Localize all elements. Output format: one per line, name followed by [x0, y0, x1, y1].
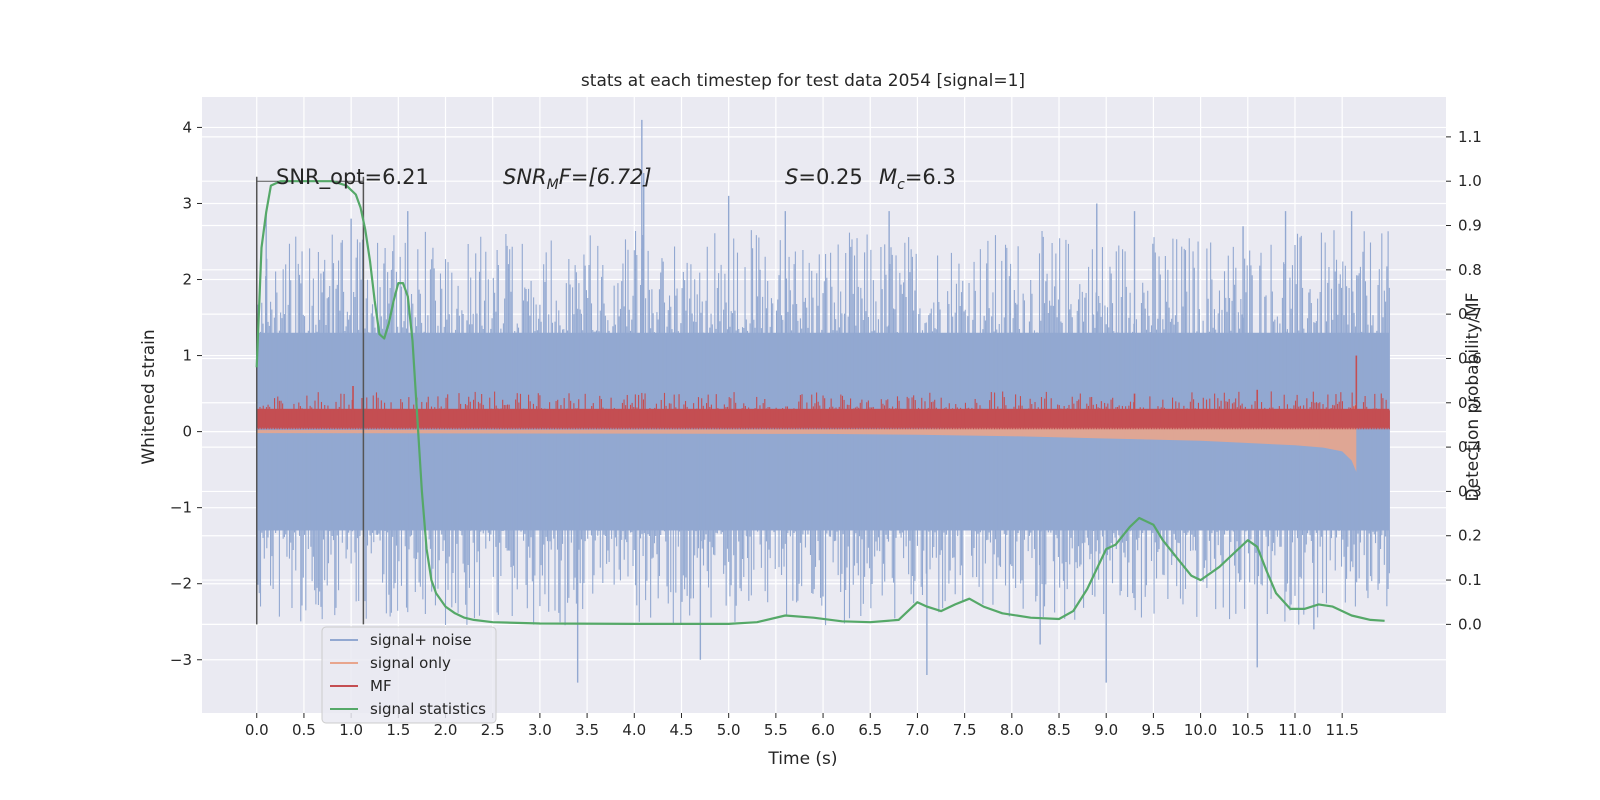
snr-mf-symbol: SNR [503, 165, 547, 189]
legend-label-stat: signal statistics [370, 700, 486, 718]
x-tick-label: 10.0 [1184, 721, 1217, 739]
mf-series [256, 355, 1390, 430]
s-value: =0.25 [798, 165, 862, 189]
x-tick-label: 7.5 [953, 721, 977, 739]
y-tick-label-left: 0 [182, 423, 192, 441]
y-tick-label-right: 0.5 [1458, 394, 1482, 412]
y-tick-label-right: 0.7 [1458, 305, 1482, 323]
y-tick-label-left: 3 [182, 194, 192, 212]
x-tick-label: 1.0 [339, 721, 363, 739]
y-tick-label-left: 1 [182, 347, 192, 365]
annotation-mc: Mc=6.3 [879, 165, 956, 193]
x-tick-label: 2.0 [434, 721, 458, 739]
snr-mf-value: F=[6.72] [559, 165, 652, 189]
s-symbol: S [785, 165, 798, 189]
x-tick-label: 3.5 [575, 721, 599, 739]
x-tick-label: 11.0 [1278, 721, 1311, 739]
y-ticks-left: 4 3 2 1 0 −1 −2 −3 [170, 118, 202, 669]
x-tick-label: 5.5 [764, 721, 788, 739]
y-tick-label-left: −2 [170, 575, 192, 593]
y-tick-label-right: 0.1 [1458, 571, 1482, 589]
legend: signal+ noise signal only MF signal stat… [321, 626, 497, 724]
signal-only-envelope [256, 402, 1357, 472]
y-ticks-right: 1.1 1.0 0.9 0.8 0.7 0.6 0.5 0.4 0.3 0.2 0.1 0.0 [1446, 128, 1482, 633]
annotation-snr-opt: SNR_opt=6.21 [276, 165, 429, 190]
legend-frame [321, 626, 497, 724]
y-tick-label-right: 1.0 [1458, 172, 1482, 190]
y-tick-label-right: 0.9 [1458, 217, 1482, 235]
y-tick-label-right: 0.6 [1458, 349, 1482, 367]
y-tick-label-left: 2 [182, 271, 192, 289]
x-tick-label: 9.5 [1141, 721, 1165, 739]
x-tick-label: 1.5 [386, 721, 410, 739]
x-tick-label: 4.5 [670, 721, 694, 739]
y-axis-label-left: Whitened strain [139, 329, 159, 464]
x-tick-label: 8.5 [1047, 721, 1071, 739]
y-tick-label-right: 0.8 [1458, 261, 1482, 279]
x-tick-label: 6.0 [811, 721, 835, 739]
snr-mf-subscript: M [547, 177, 559, 193]
y-tick-label-right: 0.3 [1458, 482, 1482, 500]
y-tick-label-right: 1.1 [1458, 128, 1482, 146]
signal-statistics-series [255, 180, 1385, 626]
annotation-s: S=0.25 [785, 165, 863, 189]
x-tick-label: 10.5 [1231, 721, 1264, 739]
y-axis-label-right: Detection probability/MF [1463, 293, 1483, 502]
y-tick-label-left: −3 [170, 651, 192, 669]
x-tick-label: 9.0 [1094, 721, 1118, 739]
x-tick-label: 8.0 [1000, 721, 1024, 739]
x-tick-label: 7.0 [906, 721, 930, 739]
mc-subscript: c [897, 177, 905, 193]
x-tick-label: 4.0 [622, 721, 646, 739]
mc-value: =6.3 [905, 165, 956, 189]
x-tick-label: 11.5 [1325, 721, 1358, 739]
y-tick-label-right: 0.4 [1458, 438, 1482, 456]
mc-symbol: M [879, 165, 897, 189]
x-tick-label: 2.5 [481, 721, 505, 739]
annotation-snr-mf: SNRMF=[6.72] [503, 165, 652, 193]
y-tick-label-left: 4 [182, 118, 192, 136]
y-tick-label-left: −1 [170, 499, 192, 517]
signal-statistics-line [255, 180, 1385, 626]
x-ticks: 0.0 0.5 1.0 1.5 2.0 2.5 3.0 3.5 4.0 4.5 5.0 5.5 6.0 6… [245, 713, 1359, 739]
chart-title: stats at each timestep for test data 205… [581, 71, 1025, 91]
y-tick-label-right: 0.0 [1458, 615, 1482, 633]
legend-label-signal: signal only [370, 654, 451, 672]
x-tick-label: 0.0 [245, 721, 269, 739]
legend-label-noise: signal+ noise [370, 631, 472, 649]
x-tick-label: 3.0 [528, 721, 552, 739]
legend-label-mf: MF [370, 677, 392, 695]
x-tick-label: 6.5 [858, 721, 882, 739]
y-tick-label-right: 0.2 [1458, 527, 1482, 545]
x-tick-label: 0.5 [292, 721, 316, 739]
signal-only-series [256, 402, 1357, 472]
x-axis-label: Time (s) [767, 749, 837, 769]
x-tick-label: 5.0 [717, 721, 741, 739]
